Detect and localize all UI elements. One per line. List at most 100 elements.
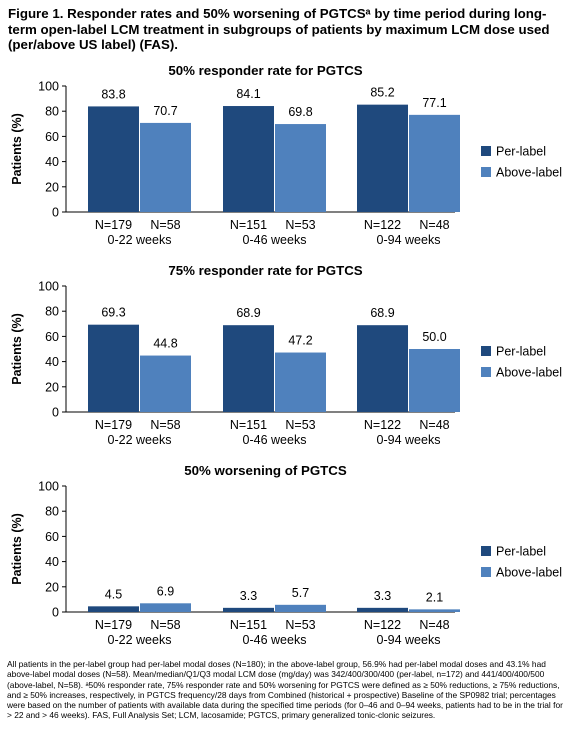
- data-label: 77.1: [422, 96, 446, 110]
- n-label: N=151: [230, 418, 267, 432]
- category-label: 0-46 weeks: [243, 633, 307, 647]
- y-tick-label: 20: [45, 380, 59, 394]
- data-label: 83.8: [101, 87, 125, 101]
- chart-svg: 75% responder rate for PGTCS Patients (%)…: [10, 263, 562, 447]
- bar: [357, 325, 408, 412]
- bar: [409, 609, 460, 612]
- bar: [140, 355, 191, 412]
- chart-panel-50-responder: 50% responder rate for PGTCS Patients (%)…: [0, 60, 570, 260]
- n-label: N=179: [95, 218, 132, 232]
- n-label: N=48: [419, 218, 449, 232]
- n-label: N=53: [285, 218, 315, 232]
- n-label: N=58: [150, 618, 180, 632]
- y-tick-label: 20: [45, 580, 59, 594]
- y-tick-label: 0: [52, 206, 59, 220]
- bar: [140, 122, 191, 212]
- category-label: 0-94 weeks: [377, 633, 441, 647]
- bar: [357, 104, 408, 212]
- y-tick-label: 80: [45, 305, 59, 319]
- data-label: 6.9: [157, 584, 174, 598]
- legend-label: Per-label: [496, 545, 546, 559]
- n-label: N=179: [95, 618, 132, 632]
- legend-label: Above-label: [496, 566, 562, 580]
- category-label: 0-22 weeks: [108, 633, 172, 647]
- bar: [275, 604, 326, 612]
- legend-swatch: [481, 367, 491, 377]
- n-label: N=53: [285, 618, 315, 632]
- chart-panel-75-responder: 75% responder rate for PGTCS Patients (%)…: [0, 260, 570, 460]
- category-label: 0-22 weeks: [108, 433, 172, 447]
- bar: [223, 325, 274, 412]
- y-tick-label: 40: [45, 555, 59, 569]
- bar: [88, 606, 139, 612]
- y-tick-label: 20: [45, 180, 59, 194]
- legend-swatch: [481, 346, 491, 356]
- y-axis-label: Patients (%): [10, 313, 24, 385]
- y-tick-label: 40: [45, 155, 59, 169]
- bar: [88, 106, 139, 212]
- chart-svg: 50% worsening of PGTCS Patients (%) 0 20 40 6…: [10, 463, 562, 647]
- y-tick-label: 60: [45, 130, 59, 144]
- n-label: N=58: [150, 418, 180, 432]
- y-tick-label: 100: [38, 280, 59, 294]
- y-tick-label: 60: [45, 530, 59, 544]
- legend-swatch: [481, 167, 491, 177]
- data-label: 47.2: [288, 334, 312, 348]
- n-label: N=122: [364, 218, 401, 232]
- data-label: 5.7: [292, 586, 309, 600]
- bar: [223, 106, 274, 212]
- figure-title: Figure 1. Responder rates and 50% worsen…: [8, 6, 550, 52]
- category-label: 0-46 weeks: [243, 233, 307, 247]
- y-tick-label: 40: [45, 355, 59, 369]
- category-label: 0-94 weeks: [377, 433, 441, 447]
- n-label: N=48: [419, 618, 449, 632]
- data-label: 4.5: [105, 587, 122, 601]
- y-axis-label: Patients (%): [10, 513, 24, 585]
- data-label: 69.8: [288, 105, 312, 119]
- bar: [275, 352, 326, 412]
- y-tick-label: 80: [45, 105, 59, 119]
- chart-title: 50% worsening of PGTCS: [184, 463, 347, 478]
- bar: [275, 124, 326, 212]
- bar: [409, 349, 460, 412]
- data-label: 44.8: [153, 337, 177, 351]
- data-label: 70.7: [153, 104, 177, 118]
- n-label: N=179: [95, 418, 132, 432]
- bar: [357, 607, 408, 612]
- data-label: 84.1: [236, 87, 260, 101]
- y-tick-label: 0: [52, 606, 59, 620]
- bar: [409, 114, 460, 212]
- n-label: N=151: [230, 618, 267, 632]
- bar: [140, 603, 191, 612]
- chart-title: 75% responder rate for PGTCS: [168, 263, 362, 278]
- legend-label: Above-label: [496, 166, 562, 180]
- legend-swatch: [481, 146, 491, 156]
- n-label: N=53: [285, 418, 315, 432]
- y-tick-label: 80: [45, 505, 59, 519]
- y-tick-label: 0: [52, 406, 59, 420]
- n-label: N=58: [150, 218, 180, 232]
- data-label: 68.9: [370, 306, 394, 320]
- category-label: 0-94 weeks: [377, 233, 441, 247]
- bar: [223, 607, 274, 612]
- n-label: N=151: [230, 218, 267, 232]
- legend-label: Per-label: [496, 145, 546, 159]
- figure-footnote: All patients in the per-label group had …: [7, 659, 563, 721]
- chart-svg: 50% responder rate for PGTCS Patients (%)…: [10, 63, 562, 247]
- n-label: N=48: [419, 418, 449, 432]
- data-label: 2.1: [426, 590, 443, 604]
- y-tick-label: 60: [45, 330, 59, 344]
- y-axis-label: Patients (%): [10, 113, 24, 185]
- bar: [88, 324, 139, 412]
- n-label: N=122: [364, 418, 401, 432]
- n-label: N=122: [364, 618, 401, 632]
- legend-label: Above-label: [496, 366, 562, 380]
- chart-panel-50-worsening: 50% worsening of PGTCS Patients (%) 0 20 40 6…: [0, 460, 570, 660]
- data-label: 3.3: [374, 589, 391, 603]
- data-label: 85.2: [370, 86, 394, 100]
- y-tick-label: 100: [38, 480, 59, 494]
- legend-label: Per-label: [496, 345, 546, 359]
- data-label: 68.9: [236, 306, 260, 320]
- category-label: 0-22 weeks: [108, 233, 172, 247]
- y-tick-label: 100: [38, 80, 59, 94]
